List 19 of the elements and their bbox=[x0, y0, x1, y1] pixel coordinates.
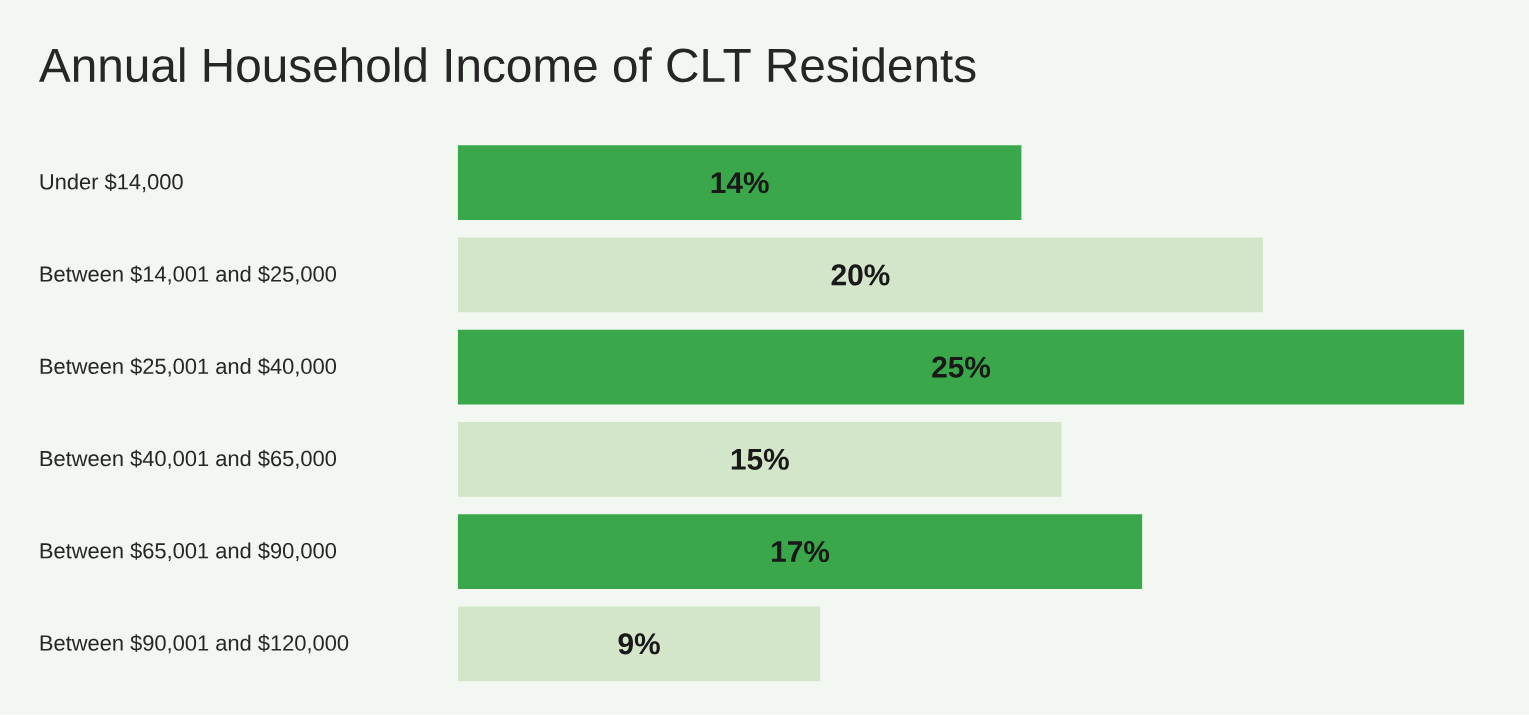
data-label: 15% bbox=[731, 448, 789, 471]
y-tick-label: Between $25,001 and $40,000 bbox=[40, 357, 337, 377]
bar bbox=[457, 145, 1022, 221]
bar bbox=[457, 514, 1143, 590]
chart-title: Annual Household Income of CLT Residents bbox=[38, 47, 976, 83]
y-tick-label: Between $40,001 and $65,000 bbox=[40, 450, 337, 469]
data-label: 9% bbox=[618, 633, 660, 655]
data-label: 25% bbox=[932, 356, 991, 378]
y-tick-label: Between $90,001 and $120,000 bbox=[40, 634, 349, 654]
bar bbox=[457, 606, 821, 682]
y-tick-label: Under $14,000 bbox=[40, 173, 183, 193]
data-label: 17% bbox=[772, 541, 830, 563]
y-tick-label: Between $65,001 and $90,000 bbox=[40, 542, 337, 562]
bar bbox=[457, 237, 1263, 313]
y-tick-label: Between $14,001 and $25,000 bbox=[40, 265, 337, 285]
data-label: 20% bbox=[831, 264, 890, 286]
bar bbox=[457, 422, 1062, 497]
bar bbox=[457, 329, 1465, 405]
data-label: 14% bbox=[711, 172, 769, 194]
